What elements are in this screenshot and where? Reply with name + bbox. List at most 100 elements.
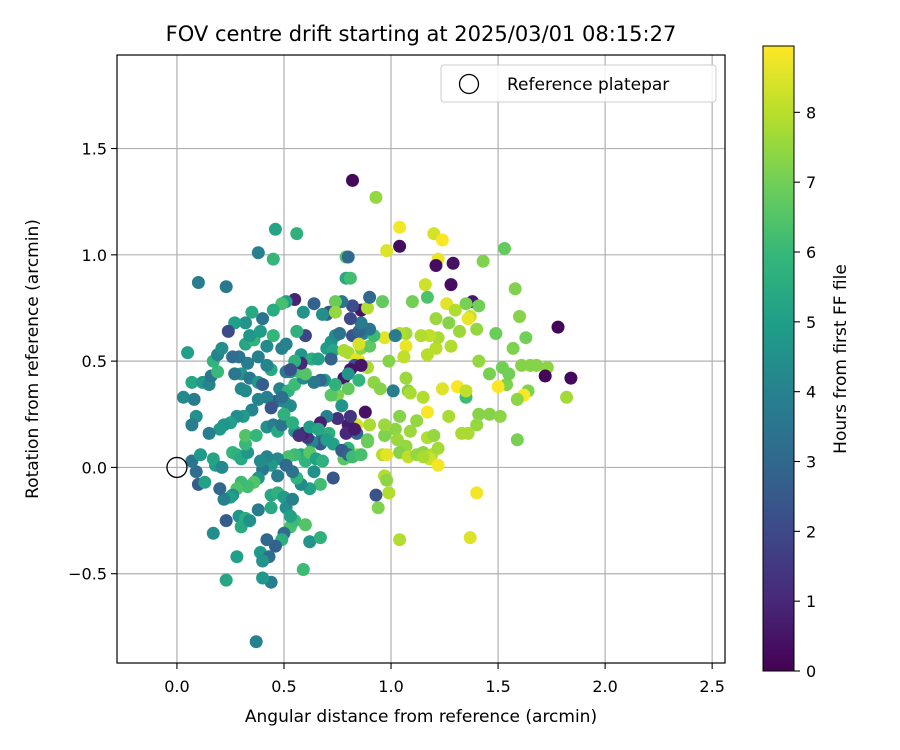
data-point (431, 458, 445, 472)
x-tick-label: 0.5 (271, 677, 296, 696)
data-point (397, 350, 411, 364)
data-point (253, 324, 267, 338)
data-point (455, 426, 469, 440)
data-point (311, 422, 325, 436)
data-point (243, 514, 257, 528)
x-axis-label: Angular distance from reference (arcmin) (245, 707, 597, 727)
data-point (530, 358, 544, 372)
data-point (435, 233, 449, 247)
axes-frame (116, 54, 726, 664)
data-point (403, 424, 417, 438)
data-point (388, 422, 402, 436)
data-point (472, 407, 486, 421)
data-point (324, 388, 338, 402)
data-point (410, 414, 424, 428)
data-point (320, 433, 334, 447)
data-point (303, 535, 317, 549)
colorbar (762, 45, 795, 672)
data-point (328, 378, 342, 391)
data-point (346, 299, 359, 313)
data-point (343, 271, 357, 285)
x-axis-ticks: 0.0 0.5 1.0 1.5 2.0 2.5 (164, 663, 725, 696)
data-point (271, 469, 285, 483)
data-point (416, 450, 430, 464)
data-point (230, 550, 244, 564)
data-point (352, 337, 366, 351)
data-point (378, 331, 392, 345)
data-point (343, 409, 357, 423)
data-point (354, 316, 368, 330)
data-point (279, 337, 293, 351)
data-point (341, 382, 355, 396)
data-point (508, 282, 522, 296)
data-point (275, 418, 289, 432)
data-point (260, 358, 274, 372)
colorbar-tick-label: 8 (806, 103, 816, 122)
data-point (538, 369, 552, 383)
data-point (221, 324, 235, 338)
data-point (380, 244, 394, 258)
data-point (277, 407, 291, 421)
data-point (399, 371, 413, 385)
x-tick-label: 2.0 (592, 677, 617, 696)
data-point (358, 405, 372, 419)
data-point (418, 278, 432, 292)
data-point (191, 276, 205, 289)
data-point (388, 329, 402, 343)
data-point (371, 501, 385, 515)
data-point (448, 303, 462, 317)
data-point (251, 503, 265, 517)
colorbar-tick-label: 3 (806, 453, 816, 472)
data-point (369, 488, 383, 502)
data-point (551, 320, 565, 334)
x-tick-label: 1.0 (378, 677, 403, 696)
data-point (393, 239, 407, 253)
colorbar-tick-label: 6 (806, 243, 816, 262)
reference-marker (166, 456, 188, 479)
colorbar-tick-label: 5 (806, 313, 816, 332)
data-point (513, 310, 526, 323)
data-point (519, 331, 533, 345)
data-point (189, 465, 203, 479)
data-point (286, 492, 299, 506)
data-point (311, 352, 325, 366)
data-point (414, 329, 428, 343)
data-point (420, 348, 434, 362)
y-tick-label: −0.5 (68, 565, 107, 584)
data-point (435, 382, 449, 396)
data-point (331, 412, 344, 425)
data-point (470, 486, 484, 500)
colorbar-tick-label: 1 (806, 592, 816, 611)
data-point (292, 429, 306, 442)
data-point (187, 392, 201, 406)
data-point (369, 190, 383, 204)
data-point (228, 367, 242, 381)
data-point (206, 526, 220, 540)
data-point (249, 635, 263, 649)
data-point (420, 290, 434, 304)
data-point (316, 307, 329, 321)
legend-entry-label: Reference platepar (507, 75, 669, 95)
data-point (470, 322, 484, 336)
data-point (363, 418, 377, 432)
data-point (515, 358, 529, 372)
data-point (363, 339, 377, 353)
colorbar-label: Hours from first FF file (831, 264, 851, 454)
data-point (560, 390, 574, 404)
data-point (296, 305, 310, 319)
data-point (363, 290, 377, 304)
data-point (266, 252, 280, 266)
data-point (403, 386, 417, 400)
data-point (453, 324, 466, 338)
data-point (382, 486, 396, 500)
data-point (324, 352, 338, 366)
data-point (307, 465, 321, 479)
data-point (256, 378, 270, 391)
y-tick-label: 0.5 (82, 352, 107, 371)
data-point (251, 246, 265, 260)
data-point (211, 365, 225, 379)
legend-marker-icon (458, 73, 480, 95)
data-point (215, 341, 229, 355)
data-point (429, 312, 443, 326)
